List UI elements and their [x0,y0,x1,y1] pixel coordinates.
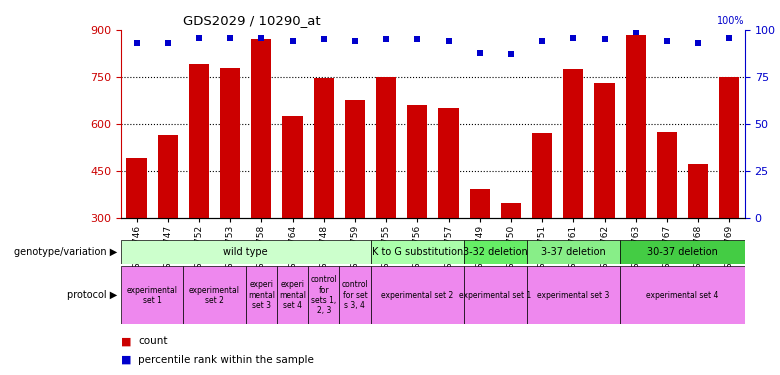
Text: 30-37 deletion: 30-37 deletion [647,247,718,257]
Bar [339,266,370,324]
Bar [470,189,490,311]
Text: K to G substitution: K to G substitution [372,247,463,257]
Text: count: count [138,336,168,346]
Text: ■: ■ [121,336,131,346]
Bar [314,78,334,311]
Bar [246,266,277,324]
Point [567,34,580,40]
Point [442,38,455,44]
Bar [438,108,459,311]
Point [629,29,642,35]
Bar [594,83,615,311]
Bar [376,77,396,311]
Point [255,34,268,40]
Text: ■: ■ [121,355,131,365]
Point [692,40,704,46]
Text: experimental
set 1: experimental set 1 [126,286,178,305]
Point [411,36,424,42]
Point [286,38,299,44]
Text: experimental set 4: experimental set 4 [647,291,718,300]
Text: protocol ▶: protocol ▶ [67,290,117,300]
Bar [370,266,464,324]
Bar [282,116,303,311]
Bar [526,240,620,264]
Text: 3-32 deletion: 3-32 deletion [463,247,528,257]
Point [598,36,611,42]
Point [193,34,205,40]
Text: experimental set 2: experimental set 2 [381,291,453,300]
Point [536,38,548,44]
Bar [121,266,183,324]
Bar [308,266,339,324]
Text: 3-37 deletion: 3-37 deletion [541,247,606,257]
Bar [563,69,583,311]
Text: control
for set
s 3, 4: control for set s 3, 4 [342,280,368,310]
Bar [620,266,745,324]
Point [505,51,517,57]
Text: genotype/variation ▶: genotype/variation ▶ [14,247,117,257]
Text: control
for
sets 1,
2, 3: control for sets 1, 2, 3 [310,275,337,315]
Point [130,40,143,46]
Bar [345,100,365,311]
Bar [719,77,739,311]
Bar [620,240,745,264]
Point [317,36,330,42]
Bar [126,158,147,311]
Point [473,50,486,55]
Bar [626,35,646,311]
Bar [220,68,240,311]
Bar [121,240,370,264]
Text: 100%: 100% [718,16,745,26]
Bar [464,240,526,264]
Text: GDS2029 / 10290_at: GDS2029 / 10290_at [183,15,321,27]
Bar [158,135,178,311]
Point [161,40,174,46]
Point [224,34,236,40]
Text: wild type: wild type [223,247,268,257]
Bar [526,266,620,324]
Bar [688,164,708,311]
Bar [532,133,552,311]
Point [723,34,736,40]
Bar [189,64,209,311]
Bar [407,105,427,311]
Point [661,38,673,44]
Text: experimental set 3: experimental set 3 [537,291,609,300]
Point [380,36,392,42]
Point [349,38,361,44]
Text: experi
mental
set 4: experi mental set 4 [279,280,306,310]
Bar [501,203,521,311]
Bar [183,266,246,324]
Text: experimental set 1: experimental set 1 [459,291,531,300]
Bar [657,132,677,311]
Text: percentile rank within the sample: percentile rank within the sample [138,355,314,365]
Bar [251,39,271,311]
Bar [464,266,526,324]
Text: experimental
set 2: experimental set 2 [189,286,240,305]
Text: experi
mental
set 3: experi mental set 3 [248,280,275,310]
Bar [277,266,308,324]
Bar [370,240,464,264]
